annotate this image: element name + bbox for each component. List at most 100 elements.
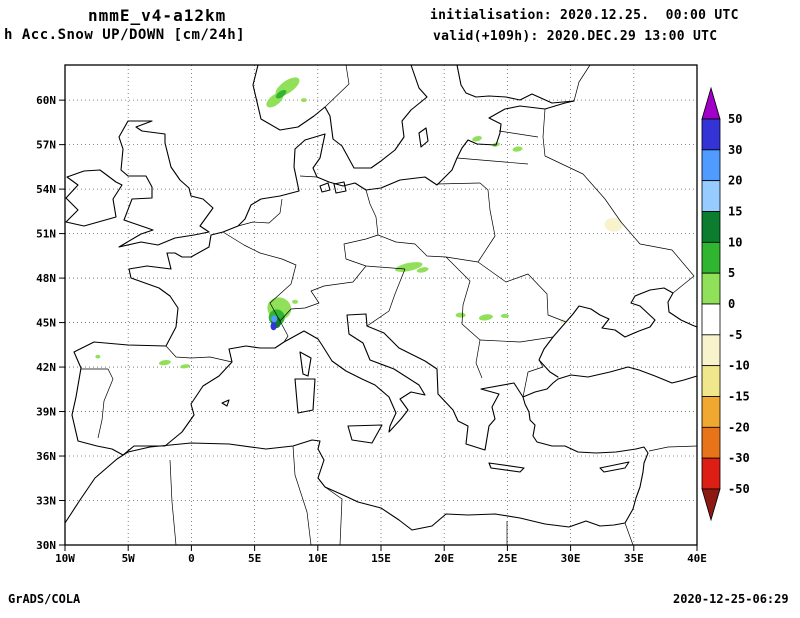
lat-label: 57N [36, 139, 56, 152]
snow-patch [300, 98, 307, 103]
lon-label: 30E [561, 552, 581, 565]
colorbar-segment [701, 149, 721, 182]
border-austria-hungary-slovenia [366, 268, 406, 327]
border-pyrenees [165, 345, 233, 363]
lon-label: 35E [624, 552, 644, 565]
lat-label: 51N [36, 228, 56, 241]
coastline-mediterranean-north [122, 313, 524, 456]
snow-patch [395, 262, 423, 272]
lon-label: 5W [122, 552, 136, 565]
initialisation-time: initialisation: 2020.12.25. 00:00 UTC [430, 8, 739, 23]
lat-label: 30N [36, 539, 56, 552]
lon-label: 0 [188, 552, 195, 565]
colorbar-label: 0 [728, 297, 735, 311]
lon-label: 10E [308, 552, 328, 565]
colorbar-arrow-top [701, 86, 721, 120]
border-turkey-syria [648, 445, 698, 452]
snow-patch [292, 299, 299, 304]
border-baltic-states-1 [456, 157, 529, 165]
island-mallorca [221, 399, 230, 407]
coastline-finland [456, 64, 575, 104]
border-czech-slovak-north [377, 234, 479, 263]
coastlines-and-borders [64, 64, 698, 546]
border-tunisia-libya [324, 486, 343, 546]
border-bulgaria-turkey [527, 359, 544, 373]
island-cyprus [599, 461, 630, 473]
border-algeria-tunisia [292, 445, 312, 546]
colorbar-label: -15 [728, 390, 750, 404]
island-funen [319, 182, 331, 193]
colorbar-segment [701, 334, 721, 367]
coastline-scandinavia [252, 64, 428, 169]
colorbar-arrow-bottom [701, 488, 721, 522]
island-crete [488, 462, 525, 473]
creation-timestamp: 2020-12-25-06:29 [673, 592, 789, 606]
field-title: h Acc.Snow UP/DOWN [cm/24h] [4, 27, 246, 43]
snow-shading [95, 77, 623, 369]
colorbar-label: -50 [728, 482, 750, 496]
snow-patch [604, 217, 623, 232]
lon-label: 5E [248, 552, 261, 565]
lon-label: 15E [371, 552, 391, 565]
border-romania-bulgaria [479, 336, 554, 343]
island-ireland [65, 169, 123, 227]
colorbar-segment [701, 211, 721, 243]
island-britain [118, 120, 214, 248]
snow-patch [416, 267, 429, 273]
border-france-east [222, 231, 297, 343]
snow-patch [500, 313, 509, 318]
coastline-atlantic-baltic [71, 100, 575, 456]
border-portugal-spain [81, 368, 114, 439]
border-baltic-states-2 [498, 130, 539, 138]
lat-label: 45N [36, 317, 56, 330]
border-serbia-bulgaria [475, 339, 483, 379]
border-benelux-germany [237, 198, 283, 227]
border-ukraine-romania-moldova [477, 261, 567, 323]
lat-label: 36N [36, 450, 56, 463]
island-sardinia [294, 378, 316, 414]
lat-label: 33N [36, 495, 56, 508]
colorbar-label: 15 [728, 205, 742, 219]
lon-label: 25E [497, 552, 517, 565]
lon-label: 40E [687, 552, 707, 565]
colorbar-label: -5 [728, 328, 742, 342]
lat-label: 39N [36, 406, 56, 419]
colorbar-segment [701, 272, 721, 305]
snow-patch [455, 312, 466, 318]
lat-label: 54N [36, 183, 56, 196]
colorbar-label: -30 [728, 451, 750, 465]
border-romania-serbia-hungary [445, 256, 481, 341]
border-alps [279, 265, 367, 322]
axis-labels: 10W 5W 0 5E 10E 15E 20E 25E 30E 35E 40E 60N 57N 54N 51… [36, 94, 707, 565]
lat-label: 48N [36, 272, 56, 285]
snow-patch [95, 354, 101, 359]
model-title: nmmE_v4-a12km [88, 6, 227, 25]
snow-patch [275, 89, 287, 99]
lat-label: 60N [36, 94, 56, 107]
colorbar-segment [701, 396, 721, 428]
colorbar-segment [701, 241, 721, 274]
snow-patch [180, 364, 191, 369]
colorbar-segment [701, 303, 721, 336]
island-zealand [333, 181, 347, 194]
lon-label: 10W [55, 552, 75, 565]
snow-patch [472, 135, 482, 142]
snow-patch [270, 322, 277, 331]
colorbar-label: 5 [728, 266, 735, 280]
border-norway-sweden [324, 64, 350, 108]
border-egypt-israel [624, 522, 634, 546]
border-greece-turkey [522, 371, 529, 398]
snow-patch [158, 359, 171, 366]
island-gotland [418, 127, 429, 148]
border-czech-south [343, 234, 406, 270]
border-morocco-algeria [169, 459, 177, 546]
colorbar-segment [701, 118, 721, 151]
colorbar-label: -10 [728, 359, 750, 373]
snow-patch [478, 314, 493, 321]
colorbar-segment [701, 180, 721, 212]
border-poland-kaliningrad [436, 182, 481, 185]
colorbar-label: 30 [728, 143, 742, 157]
